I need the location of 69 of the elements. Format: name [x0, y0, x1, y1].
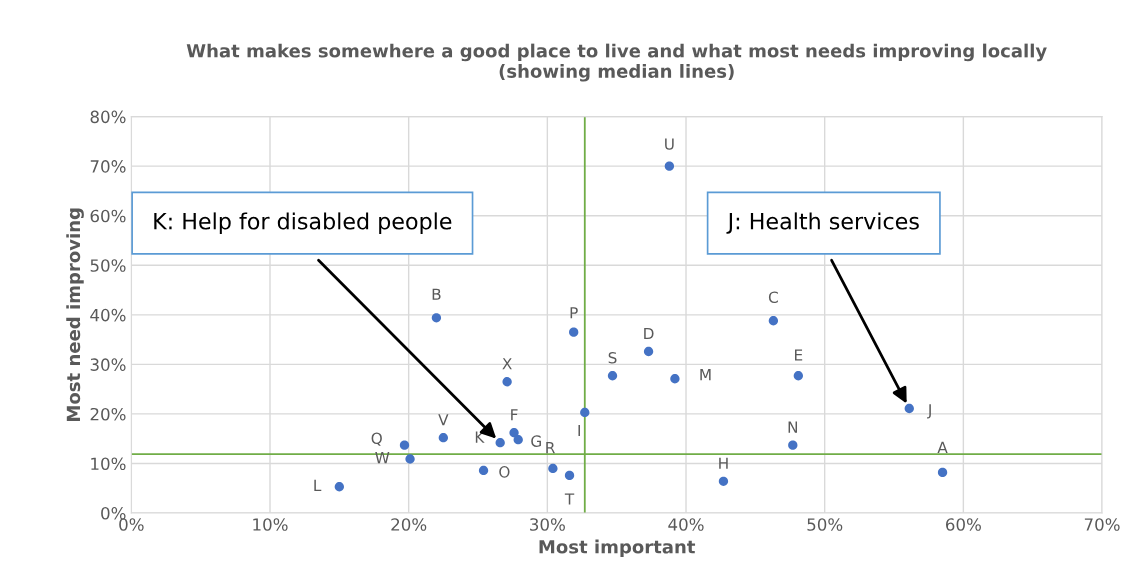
y-tick-label: 80%: [90, 110, 126, 124]
data-label: U: [665, 138, 674, 150]
point: [399, 440, 410, 450]
x-tick-label: 10%: [253, 518, 288, 531]
point: [509, 428, 519, 438]
y-tick-label: 0%: [101, 507, 126, 520]
x-tick-label: 20%: [391, 518, 427, 531]
point: [431, 313, 442, 323]
x-tick-label: 0%: [119, 518, 144, 531]
annotation: K: Help for disabled people: [154, 212, 452, 234]
data-label: Q: [371, 432, 382, 446]
data-label: I: [578, 424, 580, 437]
point: [788, 440, 798, 450]
point: [718, 476, 729, 486]
point: [513, 435, 523, 445]
annotation: J: Health services: [726, 212, 919, 234]
point: [495, 438, 505, 448]
data-label: X: [502, 358, 512, 370]
data-label: R: [546, 442, 555, 454]
data-label: G: [531, 435, 541, 447]
data-label: J: [927, 404, 931, 419]
data-label: M: [700, 369, 711, 381]
point: [607, 371, 618, 381]
y-tick-label: 40%: [90, 308, 126, 322]
data-label: O: [499, 466, 510, 478]
data-label: A: [937, 441, 948, 454]
data-label: L: [314, 479, 322, 491]
y-tick-label: 30%: [90, 358, 126, 371]
point: [580, 407, 590, 418]
x-tick-label: 70%: [1084, 518, 1120, 531]
point: [564, 470, 575, 481]
point: [664, 161, 675, 171]
x-axis-title: Most important: [539, 539, 696, 558]
point: [793, 371, 803, 381]
point: [438, 433, 448, 443]
data-label: T: [564, 493, 575, 505]
point: [405, 454, 415, 464]
x-tick-label: 50%: [807, 518, 843, 531]
y-axis-title: Most need improving: [66, 208, 84, 421]
point: [478, 465, 489, 476]
data-label: N: [788, 421, 798, 433]
y-tick-label: 10%: [91, 457, 126, 471]
data-label: D: [644, 327, 654, 340]
data-label: F: [511, 409, 518, 421]
data-label: C: [768, 291, 778, 303]
point: [937, 467, 948, 478]
point: [569, 327, 579, 337]
point: [643, 346, 654, 357]
y-tick-label: 50%: [90, 259, 126, 272]
x-tick-label: 40%: [668, 518, 704, 531]
point: [334, 482, 344, 492]
data-label: H: [719, 457, 728, 469]
chart-title: What makes somewhere a good place to live and what most needs improving locally (showing median lines): [186, 43, 1047, 82]
y-tick-label: 60%: [90, 209, 126, 223]
data-label: P: [570, 307, 578, 319]
y-tick-label: 20%: [90, 407, 126, 421]
point: [548, 463, 558, 474]
x-tick-label: 30%: [530, 518, 565, 531]
point: [768, 316, 779, 326]
data-label: S: [608, 351, 617, 364]
data-label: W: [375, 452, 390, 464]
data-label: V: [438, 414, 449, 426]
point: [502, 377, 512, 387]
data-label: B: [432, 288, 441, 300]
x-tick-label: 60%: [946, 518, 981, 531]
point: [904, 403, 914, 414]
point: [670, 374, 680, 384]
data-label: E: [795, 349, 803, 361]
y-tick-label: 70%: [90, 160, 126, 173]
